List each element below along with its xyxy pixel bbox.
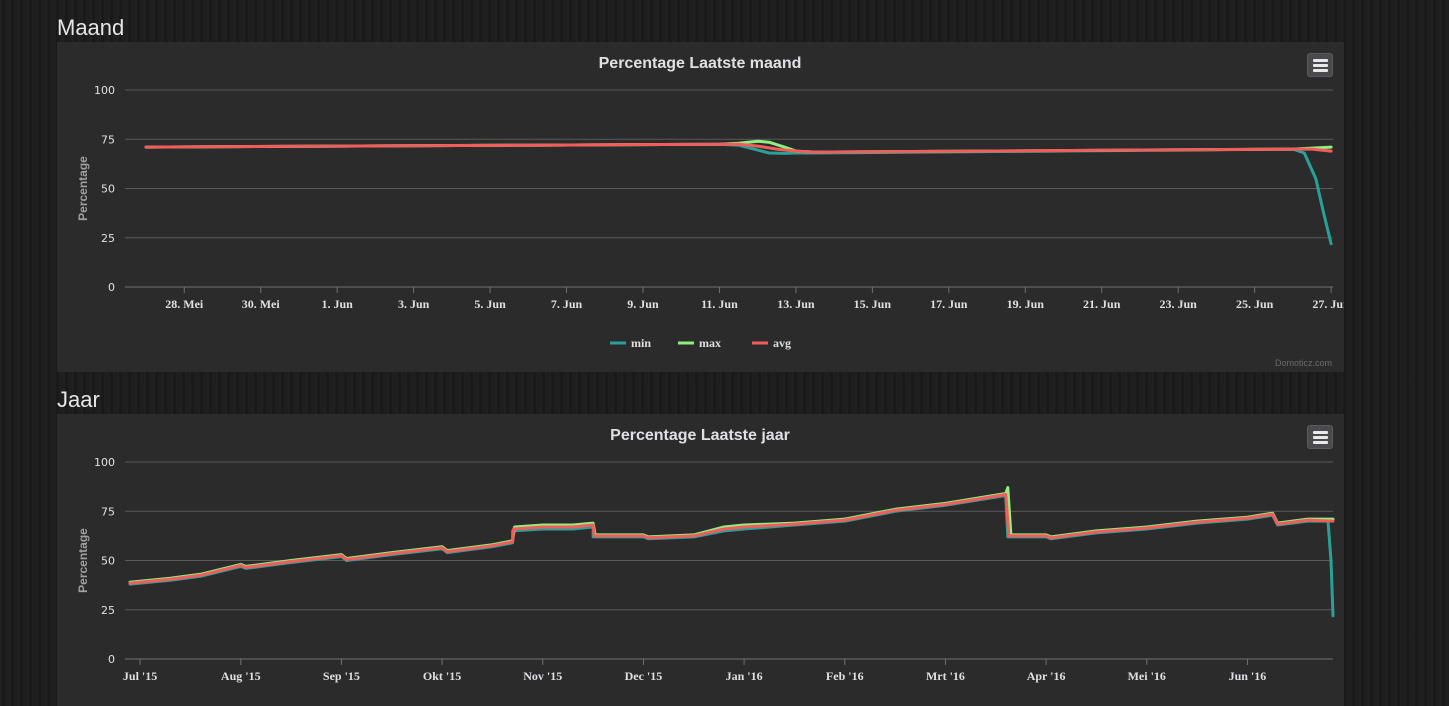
x-tick-label: Jun '16 bbox=[1229, 669, 1267, 683]
chart-title: Percentage Laatste jaar bbox=[610, 427, 790, 444]
x-tick-label: 15. Jun bbox=[854, 297, 892, 311]
y-axis-title: Percentage bbox=[76, 528, 90, 593]
series-line-max bbox=[128, 486, 1335, 584]
y-tick-label: 50 bbox=[101, 183, 115, 196]
y-tick-label: 25 bbox=[101, 232, 115, 245]
x-tick-label: 11. Jun bbox=[701, 297, 738, 311]
legend-item-min[interactable]: min bbox=[610, 336, 651, 350]
x-tick-label: Nov '15 bbox=[523, 669, 562, 683]
legend-item-max[interactable]: max bbox=[678, 336, 721, 350]
x-tick-label: 28. Mei bbox=[165, 297, 204, 311]
x-tick-label: 21. Jun bbox=[1083, 297, 1121, 311]
year-chart-menu-button[interactable] bbox=[1307, 425, 1333, 449]
series-line-avg bbox=[128, 493, 1335, 585]
y-tick-label: 100 bbox=[94, 456, 115, 469]
x-tick-label: 3. Jun bbox=[398, 297, 430, 311]
x-tick-label: Jul '15 bbox=[123, 669, 157, 683]
x-tick-label: 17. Jun bbox=[930, 297, 968, 311]
month-section-heading: Maand bbox=[57, 15, 125, 40]
legend-item-avg[interactable]: avg bbox=[752, 336, 791, 350]
x-tick-label: Jan '16 bbox=[726, 669, 763, 683]
y-tick-label: 25 bbox=[101, 604, 115, 617]
year-chart: Percentage Laatste jaar 0 25 50 75 100 Percent… bbox=[76, 427, 1335, 683]
x-tick-label: Okt '15 bbox=[423, 669, 461, 683]
legend-label: max bbox=[699, 336, 721, 350]
menu-icon bbox=[1313, 431, 1328, 434]
x-tick-label: 5. Jun bbox=[474, 297, 506, 311]
month-chart-menu-button[interactable] bbox=[1307, 53, 1333, 77]
x-tick-label: Aug '15 bbox=[221, 669, 261, 683]
y-axis-title: Percentage bbox=[76, 156, 90, 221]
x-tick-label: 7. Jun bbox=[551, 297, 583, 311]
x-tick-label: Apr '16 bbox=[1027, 669, 1066, 683]
x-tick-label: Feb '16 bbox=[826, 669, 864, 683]
year-section-heading: Jaar bbox=[57, 387, 100, 412]
legend-label: avg bbox=[773, 336, 791, 350]
x-tick-label: Mrt '16 bbox=[926, 669, 965, 683]
series-line-min bbox=[144, 142, 1333, 246]
x-tick-label: 30. Mei bbox=[242, 297, 281, 311]
y-tick-label: 75 bbox=[101, 505, 115, 518]
x-tick-label: 27. Jun bbox=[1312, 297, 1344, 311]
x-tick-label: Mei '16 bbox=[1128, 669, 1166, 683]
year-chart-panel: Percentage Laatste jaar 0 25 50 75 100 Percent… bbox=[57, 414, 1344, 706]
x-tick-label: 1. Jun bbox=[321, 297, 353, 311]
y-tick-label: 50 bbox=[101, 555, 115, 568]
month-chart-panel: Percentage Laatste maand 0 25 50 75 100 Percen… bbox=[57, 42, 1344, 372]
chart-credit[interactable]: Domoticz.com bbox=[1274, 358, 1332, 368]
x-tick-label: 23. Jun bbox=[1159, 297, 1197, 311]
y-tick-label: 0 bbox=[108, 653, 115, 666]
chart-title: Percentage Laatste maand bbox=[599, 55, 802, 72]
legend-label: min bbox=[631, 336, 651, 350]
x-tick-label: 9. Jun bbox=[627, 297, 659, 311]
x-tick-label: Dec '15 bbox=[625, 669, 663, 683]
y-tick-label: 100 bbox=[94, 84, 115, 97]
x-tick-label: 19. Jun bbox=[1007, 297, 1045, 311]
series-line-min bbox=[128, 494, 1335, 618]
y-tick-label: 75 bbox=[101, 133, 115, 146]
x-tick-label: Sep '15 bbox=[323, 669, 360, 683]
month-chart: Percentage Laatste maand 0 25 50 75 100 Percen… bbox=[76, 55, 1344, 350]
x-tick-label: 25. Jun bbox=[1236, 297, 1274, 311]
menu-icon bbox=[1313, 59, 1328, 62]
x-tick-label: 13. Jun bbox=[777, 297, 815, 311]
series-line-avg bbox=[144, 142, 1333, 154]
y-tick-label: 0 bbox=[108, 281, 115, 294]
